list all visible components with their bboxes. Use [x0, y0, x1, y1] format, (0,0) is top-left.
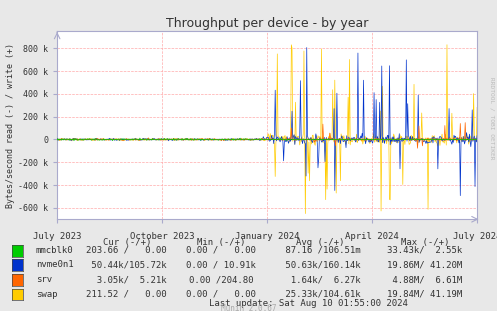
Text: 50.44k/105.72k: 50.44k/105.72k [86, 261, 167, 269]
Y-axis label: Bytes/second read (-) / write (+): Bytes/second read (-) / write (+) [6, 43, 15, 208]
Text: 0.00 /204.80: 0.00 /204.80 [189, 275, 253, 284]
Text: 0.00 / 10.91k: 0.00 / 10.91k [186, 261, 256, 269]
Text: 211.52 /   0.00: 211.52 / 0.00 [86, 290, 167, 299]
Text: nvme0n1: nvme0n1 [36, 261, 74, 269]
Text: Last update: Sat Aug 10 01:55:00 2024: Last update: Sat Aug 10 01:55:00 2024 [209, 299, 408, 308]
Text: 25.33k/104.61k: 25.33k/104.61k [280, 290, 361, 299]
Text: srv: srv [36, 275, 52, 284]
Text: January 2024: January 2024 [235, 232, 299, 241]
Text: mmcblk0: mmcblk0 [36, 246, 74, 255]
Text: 87.16 /106.51m: 87.16 /106.51m [280, 246, 361, 255]
Text: Cur (-/+): Cur (-/+) [102, 238, 151, 247]
Text: 50.63k/160.14k: 50.63k/160.14k [280, 261, 361, 269]
Text: 1.64k/  6.27k: 1.64k/ 6.27k [280, 275, 361, 284]
Text: July 2023: July 2023 [33, 232, 82, 241]
Text: Min (-/+): Min (-/+) [197, 238, 246, 247]
Text: 19.84M/ 41.19M: 19.84M/ 41.19M [387, 290, 463, 299]
Text: Avg (-/+): Avg (-/+) [296, 238, 345, 247]
Text: Munin 2.0.67: Munin 2.0.67 [221, 304, 276, 311]
Text: 203.66 /   0.00: 203.66 / 0.00 [86, 246, 167, 255]
Text: 33.43k/  2.55k: 33.43k/ 2.55k [387, 246, 463, 255]
Text: 0.00 /   0.00: 0.00 / 0.00 [186, 290, 256, 299]
Text: swap: swap [36, 290, 57, 299]
Text: 4.88M/  6.61M: 4.88M/ 6.61M [387, 275, 463, 284]
Text: RRDTOOL / TOBI OETIKER: RRDTOOL / TOBI OETIKER [490, 77, 495, 160]
Text: April 2024: April 2024 [345, 232, 399, 241]
Text: October 2023: October 2023 [130, 232, 194, 241]
Title: Throughput per device - by year: Throughput per device - by year [166, 17, 368, 30]
Text: 19.86M/ 41.20M: 19.86M/ 41.20M [387, 261, 463, 269]
Text: 0.00 /   0.00: 0.00 / 0.00 [186, 246, 256, 255]
Text: 3.05k/  5.21k: 3.05k/ 5.21k [86, 275, 167, 284]
Text: Max (-/+): Max (-/+) [401, 238, 449, 247]
Text: July 2024: July 2024 [453, 232, 497, 241]
